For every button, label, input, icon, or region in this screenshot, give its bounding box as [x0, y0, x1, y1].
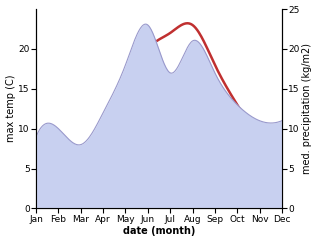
Y-axis label: max temp (C): max temp (C) — [5, 75, 16, 143]
Y-axis label: med. precipitation (kg/m2): med. precipitation (kg/m2) — [302, 43, 313, 174]
X-axis label: date (month): date (month) — [123, 227, 195, 236]
